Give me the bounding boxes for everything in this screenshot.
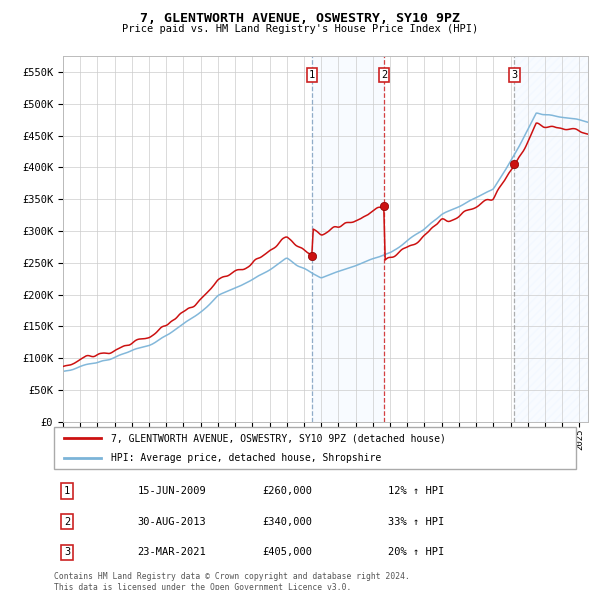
Text: 7, GLENTWORTH AVENUE, OSWESTRY, SY10 9PZ (detached house): 7, GLENTWORTH AVENUE, OSWESTRY, SY10 9PZ… bbox=[112, 433, 446, 443]
Text: 3: 3 bbox=[64, 547, 70, 557]
Text: 3: 3 bbox=[511, 70, 517, 80]
Text: 2: 2 bbox=[64, 517, 70, 526]
Bar bbox=[312, 56, 384, 422]
Text: 2: 2 bbox=[381, 70, 388, 80]
Text: HPI: Average price, detached house, Shropshire: HPI: Average price, detached house, Shro… bbox=[112, 453, 382, 463]
Text: 23-MAR-2021: 23-MAR-2021 bbox=[137, 547, 206, 557]
Text: £260,000: £260,000 bbox=[263, 486, 313, 496]
Text: £340,000: £340,000 bbox=[263, 517, 313, 526]
Text: 7, GLENTWORTH AVENUE, OSWESTRY, SY10 9PZ: 7, GLENTWORTH AVENUE, OSWESTRY, SY10 9PZ bbox=[140, 12, 460, 25]
Text: £405,000: £405,000 bbox=[263, 547, 313, 557]
Text: 15-JUN-2009: 15-JUN-2009 bbox=[137, 486, 206, 496]
Text: 20% ↑ HPI: 20% ↑ HPI bbox=[388, 547, 445, 557]
Text: 33% ↑ HPI: 33% ↑ HPI bbox=[388, 517, 445, 526]
Text: Contains HM Land Registry data © Crown copyright and database right 2024.
This d: Contains HM Land Registry data © Crown c… bbox=[54, 572, 410, 590]
Text: 1: 1 bbox=[309, 70, 315, 80]
FancyBboxPatch shape bbox=[54, 427, 576, 469]
Text: Price paid vs. HM Land Registry's House Price Index (HPI): Price paid vs. HM Land Registry's House … bbox=[122, 24, 478, 34]
Text: 12% ↑ HPI: 12% ↑ HPI bbox=[388, 486, 445, 496]
Text: 1: 1 bbox=[64, 486, 70, 496]
Text: 30-AUG-2013: 30-AUG-2013 bbox=[137, 517, 206, 526]
Bar bbox=[514, 56, 588, 422]
